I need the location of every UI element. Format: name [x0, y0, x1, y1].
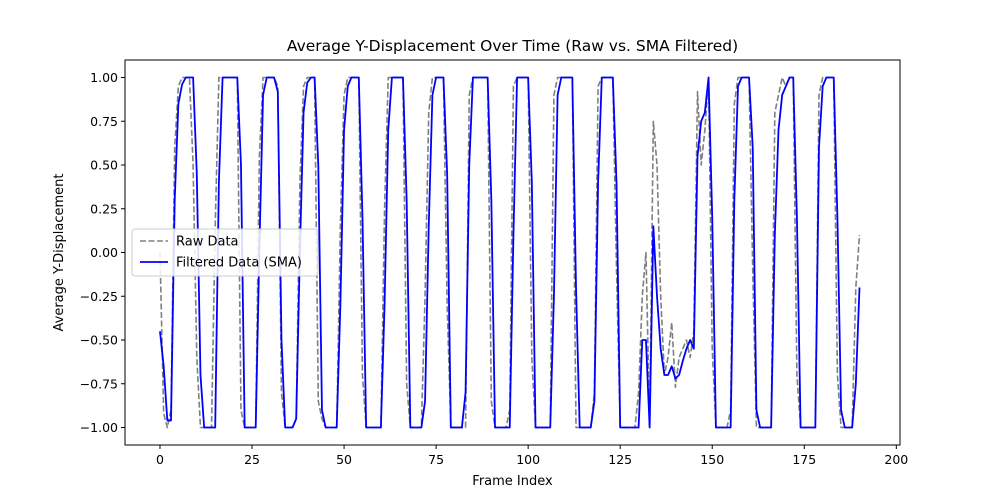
y-tick-label: 0.75 [90, 114, 118, 129]
x-tick-label: 0 [156, 452, 164, 467]
series-layer [159, 76, 861, 429]
x-tick-label: 200 [884, 452, 908, 467]
y-axis-title: Average Y-Displacement [52, 174, 67, 332]
legend-sma-label: Filtered Data (SMA) [176, 256, 302, 271]
filtered-sma-line [159, 76, 861, 429]
x-tick-label: 100 [516, 452, 540, 467]
x-tick-label: 75 [428, 452, 444, 467]
y-tick-label: −1.00 [80, 420, 118, 435]
x-tick-label: 50 [336, 452, 352, 467]
y-tick-label: 0.00 [90, 245, 118, 260]
chart-title: Average Y-Displacement Over Time (Raw vs… [287, 37, 738, 55]
x-tick-label: 25 [244, 452, 260, 467]
x-axis: 0 25 50 75 100 125 150 175 200 [156, 445, 908, 467]
legend: Raw Data Filtered Data (SMA) [131, 228, 319, 277]
legend-box [131, 228, 319, 277]
y-axis: −1.00 −0.75 −0.50 −0.25 0.00 0.25 0.50 0.75 1.00 [80, 70, 125, 435]
legend-raw-label: Raw Data [176, 235, 239, 250]
x-tick-label: 150 [700, 452, 724, 467]
y-tick-label: 0.50 [90, 158, 118, 173]
x-tick-label: 125 [608, 452, 632, 467]
y-tick-label: −0.75 [80, 376, 118, 391]
x-tick-label: 175 [792, 452, 816, 467]
y-tick-label: 1.00 [90, 70, 118, 85]
y-tick-label: 0.25 [90, 201, 118, 216]
y-tick-label: −0.25 [80, 289, 118, 304]
y-tick-label: −0.50 [80, 333, 118, 348]
x-axis-title: Frame Index [472, 474, 553, 489]
